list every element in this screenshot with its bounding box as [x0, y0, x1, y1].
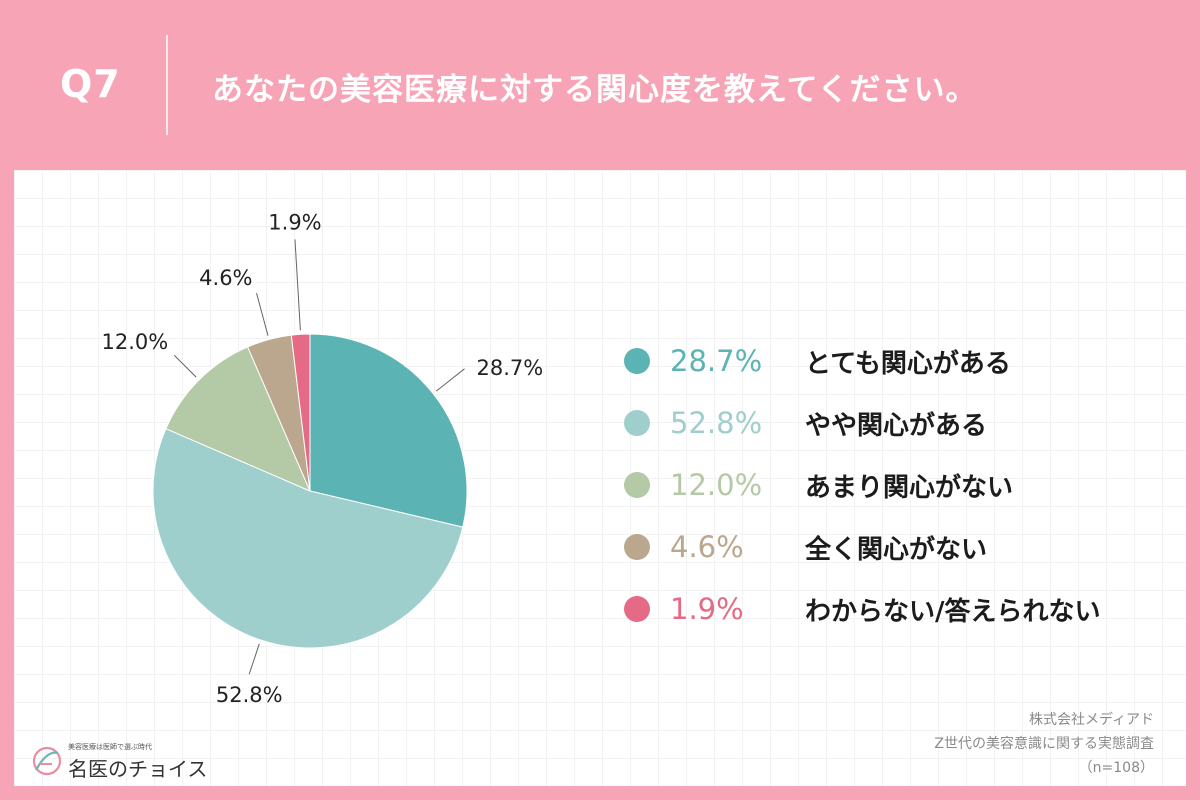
legend-item: 52.8% やや関心がある — [624, 392, 1101, 454]
legend-item: 12.0% あまり関心がない — [624, 454, 1101, 516]
legend-swatch — [624, 534, 650, 560]
header-divider — [166, 35, 168, 135]
pie-slice — [165, 346, 311, 492]
logo-mark-icon — [32, 746, 62, 776]
legend-label: 全く関心がない — [805, 534, 988, 565]
legend-swatch — [624, 596, 650, 622]
pie-slice — [152, 427, 464, 649]
legend: 28.7% とても関心がある 52.8% やや関心がある 12.0% あまり関心… — [624, 330, 1101, 640]
legend-label: とても関心がある — [805, 348, 1011, 379]
leader-line — [256, 292, 269, 336]
legend-item: 1.9% わからない/答えられない — [624, 578, 1101, 640]
logo-tagline: 美容医療は医師で選ぶ時代 — [68, 743, 152, 751]
legend-swatch — [624, 348, 650, 374]
legend-label: あまり関心がない — [805, 472, 1014, 503]
legend-swatch — [624, 472, 650, 498]
legend-percent: 12.0% — [670, 468, 763, 502]
source-sample-size: （n=108） — [1078, 760, 1154, 776]
pie-slice — [290, 333, 311, 492]
logo-name: 名医のチョイス — [68, 757, 208, 781]
logo: 美容医療は医師で選ぶ時代 名医のチョイス — [30, 740, 207, 781]
slice-value-label: 4.6% — [199, 266, 252, 290]
pie-chart: 28.7% 52.8% 12.0% 4.6% 1.9% — [102, 210, 544, 707]
legend-percent: 4.6% — [670, 530, 744, 564]
source-survey: Z世代の美容意識に関する実態調査 — [934, 736, 1154, 752]
legend-item: 4.6% 全く関心がない — [624, 516, 1101, 578]
question-number: Q7 — [60, 62, 121, 106]
chart-card: 28.7% 52.8% 12.0% 4.6% 1.9% 28.7% とても関心がある 5… — [14, 170, 1186, 786]
slice-value-label: 1.9% — [268, 210, 321, 234]
source-company: 株式会社メディアド — [1028, 712, 1154, 728]
legend-label: わからない/答えられない — [805, 596, 1101, 627]
legend-percent: 52.8% — [670, 406, 763, 440]
legend-percent: 28.7% — [670, 344, 763, 378]
slice-value-label: 52.8% — [216, 683, 283, 707]
legend-percent: 1.9% — [670, 592, 744, 626]
leader-line — [435, 368, 465, 392]
question-title: あなたの美容医療に対する関心度を教えてください。 — [212, 72, 978, 108]
legend-item: 28.7% とても関心がある — [624, 330, 1101, 392]
slice-value-label: 28.7% — [477, 356, 544, 380]
leader-line — [248, 643, 260, 675]
leader-line — [294, 239, 301, 331]
leader-line — [173, 354, 197, 378]
legend-swatch — [624, 410, 650, 436]
header: Q7 あなたの美容医療に対する関心度を教えてください。 — [0, 0, 1200, 168]
pie-slice — [309, 333, 468, 528]
legend-label: やや関心がある — [805, 410, 988, 441]
source-credit: 株式会社メディアド Z世代の美容意識に関する実態調査 （n=108） — [934, 708, 1154, 780]
slice-value-label: 12.0% — [102, 330, 169, 354]
